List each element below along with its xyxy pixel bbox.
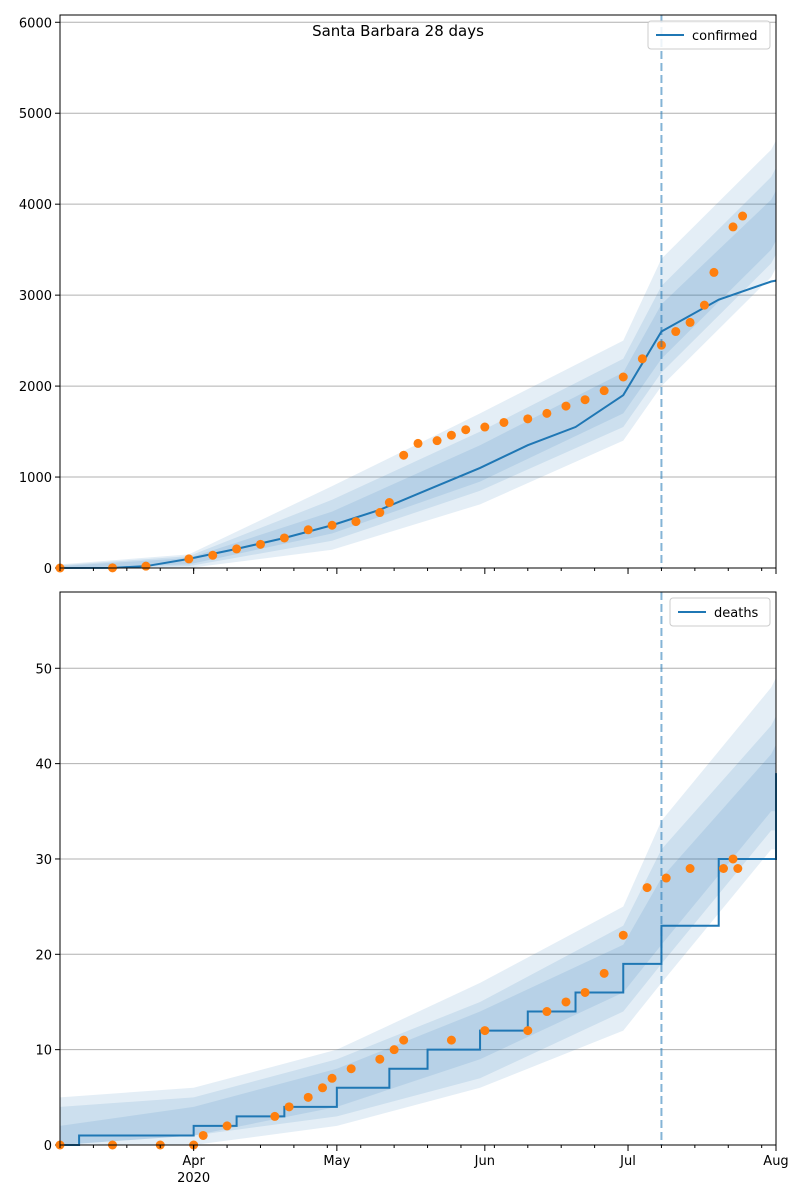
observed-point	[270, 1111, 280, 1121]
y-tick-label: 4000	[19, 198, 52, 213]
observed-point	[480, 1026, 490, 1036]
y-tick-label: 0	[44, 562, 52, 577]
y-tick-label: 30	[35, 853, 52, 868]
y-tick-label: 40	[35, 758, 52, 773]
observed-point	[642, 883, 652, 893]
observed-point	[728, 854, 738, 864]
y-tick-label: 0	[44, 1139, 52, 1154]
legend-box	[647, 20, 771, 50]
y-tick-label: 3000	[19, 289, 52, 304]
observed-point	[599, 386, 609, 396]
observed-point	[303, 525, 313, 535]
legend-label: deaths	[714, 606, 759, 621]
observed-point	[580, 395, 590, 405]
observed-point	[542, 1007, 552, 1017]
observed-point	[375, 508, 385, 518]
y-tick-label: 20	[35, 948, 52, 963]
x-tick-label: Jul	[619, 1154, 636, 1169]
plot-frame	[59, 14, 777, 569]
y-tick-label: 5000	[19, 107, 52, 122]
observed-point	[671, 327, 681, 337]
observed-point	[599, 968, 609, 978]
observed-point	[389, 1045, 399, 1055]
observed-point	[446, 430, 456, 440]
observed-point	[413, 438, 423, 448]
observed-point	[198, 1130, 208, 1140]
observed-point	[561, 401, 571, 411]
series-line-deaths	[60, 773, 777, 1146]
observed-point	[446, 1035, 456, 1045]
observed-point	[580, 987, 590, 997]
observed-point	[738, 211, 748, 221]
observed-point	[399, 450, 409, 460]
observed-point	[351, 517, 361, 527]
observed-point	[461, 425, 471, 435]
confirmed-panel: 0 1000 2000 3000 4000 5000 6000 Santa Barbara 2…	[19, 14, 777, 577]
x-year-label: 2020	[177, 1171, 210, 1186]
observed-point	[222, 1121, 232, 1131]
observed-point	[399, 1035, 409, 1045]
y-tick-label: 1000	[19, 471, 52, 486]
x-tick-label: Apr	[182, 1154, 205, 1169]
observed-point	[618, 372, 628, 382]
uncertainty-band	[60, 167, 776, 569]
x-tick-label: Aug	[763, 1154, 788, 1169]
observed-point	[637, 354, 647, 364]
observed-point	[327, 1073, 337, 1083]
observed-point	[523, 1026, 533, 1036]
observed-point	[685, 864, 695, 873]
observed-point	[718, 864, 728, 873]
observed-point	[346, 1064, 356, 1074]
plot-frame	[59, 591, 777, 1146]
observed-point	[661, 873, 671, 883]
observed-point	[728, 222, 738, 232]
observed-point	[561, 997, 571, 1007]
y-tick-label: 50	[35, 662, 52, 677]
chart-title: Santa Barbara 28 days	[312, 22, 484, 40]
y-tick-label: 6000	[19, 16, 52, 31]
observed-point	[318, 1083, 328, 1093]
observed-point	[499, 417, 509, 427]
uncertainty-band	[60, 715, 776, 1145]
observed-point	[432, 436, 442, 446]
observed-point	[699, 300, 709, 310]
observed-point	[255, 539, 265, 549]
observed-point	[184, 554, 194, 564]
uncertainty-band	[60, 744, 776, 1145]
y-tick-label: 10	[35, 1044, 52, 1059]
observed-point	[542, 408, 552, 418]
uncertainty-band	[60, 677, 776, 1145]
observed-point	[709, 267, 719, 277]
observed-point	[279, 533, 289, 543]
observed-point	[327, 520, 337, 530]
y-tick-label: 2000	[19, 380, 52, 395]
uncertainty-band	[60, 140, 776, 568]
x-tick-label: Jun	[474, 1154, 495, 1169]
observed-point	[375, 1054, 385, 1064]
observed-point	[232, 544, 242, 554]
observed-point	[685, 317, 695, 327]
observed-point	[733, 864, 743, 873]
series-line-confirmed	[59, 279, 777, 569]
legend-box	[669, 597, 771, 627]
observed-point	[208, 550, 218, 560]
observed-point	[480, 422, 490, 432]
observed-point	[384, 498, 394, 508]
observed-point	[618, 930, 628, 940]
observed-point	[141, 561, 151, 571]
observed-point	[284, 1102, 294, 1112]
observed-point	[523, 414, 533, 424]
deaths-panel: 0 10 20 30 40 50 Apr May Jun Jul Aug 2020 deaths	[35, 591, 789, 1186]
legend-label: confirmed	[692, 29, 758, 44]
x-tick-label: May	[323, 1154, 350, 1169]
observed-point	[303, 1092, 313, 1102]
